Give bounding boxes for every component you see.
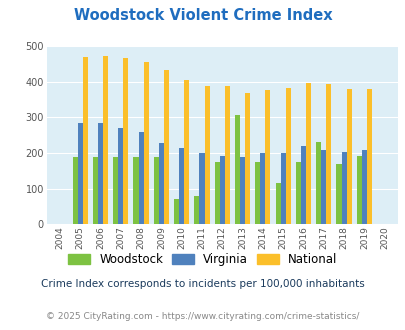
Bar [305,82,310,224]
Bar [224,86,229,224]
Bar [83,57,87,224]
Text: © 2025 CityRating.com - https://www.cityrating.com/crime-statistics/: © 2025 CityRating.com - https://www.city… [46,312,359,321]
Bar [255,162,260,224]
Bar [260,153,265,224]
Bar [179,148,184,224]
Bar [133,157,138,224]
Legend: Woodstock, Virginia, National: Woodstock, Virginia, National [64,248,341,271]
Bar [356,156,361,224]
Bar [326,84,330,224]
Bar [214,162,219,224]
Bar [184,80,189,224]
Bar [93,157,98,224]
Bar [361,149,366,224]
Bar [315,142,320,224]
Bar [98,123,103,224]
Bar [275,183,280,224]
Bar [320,149,326,224]
Bar [138,132,143,224]
Bar [77,123,83,224]
Bar [143,62,148,224]
Bar [204,86,209,224]
Bar [113,157,118,224]
Bar [295,162,300,224]
Bar [346,89,351,224]
Bar [300,146,305,224]
Text: Woodstock Violent Crime Index: Woodstock Violent Crime Index [73,8,332,23]
Bar [158,143,164,224]
Text: Crime Index corresponds to incidents per 100,000 inhabitants: Crime Index corresponds to incidents per… [41,279,364,289]
Bar [366,89,371,224]
Bar [219,156,224,224]
Bar [118,128,123,224]
Bar [245,93,249,224]
Bar [164,70,168,224]
Bar [285,88,290,224]
Bar [194,196,199,224]
Bar [153,157,158,224]
Bar [341,152,346,224]
Bar [239,157,245,224]
Bar [265,90,270,224]
Bar [123,58,128,224]
Bar [234,115,239,224]
Bar [199,153,204,224]
Bar [336,164,341,224]
Bar [72,157,77,224]
Bar [103,56,108,224]
Bar [174,199,179,224]
Bar [280,153,285,224]
